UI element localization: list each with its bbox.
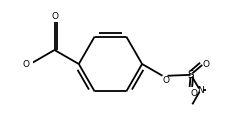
Text: O: O: [163, 77, 170, 86]
Text: O: O: [22, 60, 29, 69]
Text: O: O: [51, 12, 58, 21]
Text: S: S: [187, 70, 194, 80]
Text: O: O: [190, 89, 197, 98]
Text: O: O: [203, 60, 210, 69]
Text: N: N: [197, 86, 204, 95]
